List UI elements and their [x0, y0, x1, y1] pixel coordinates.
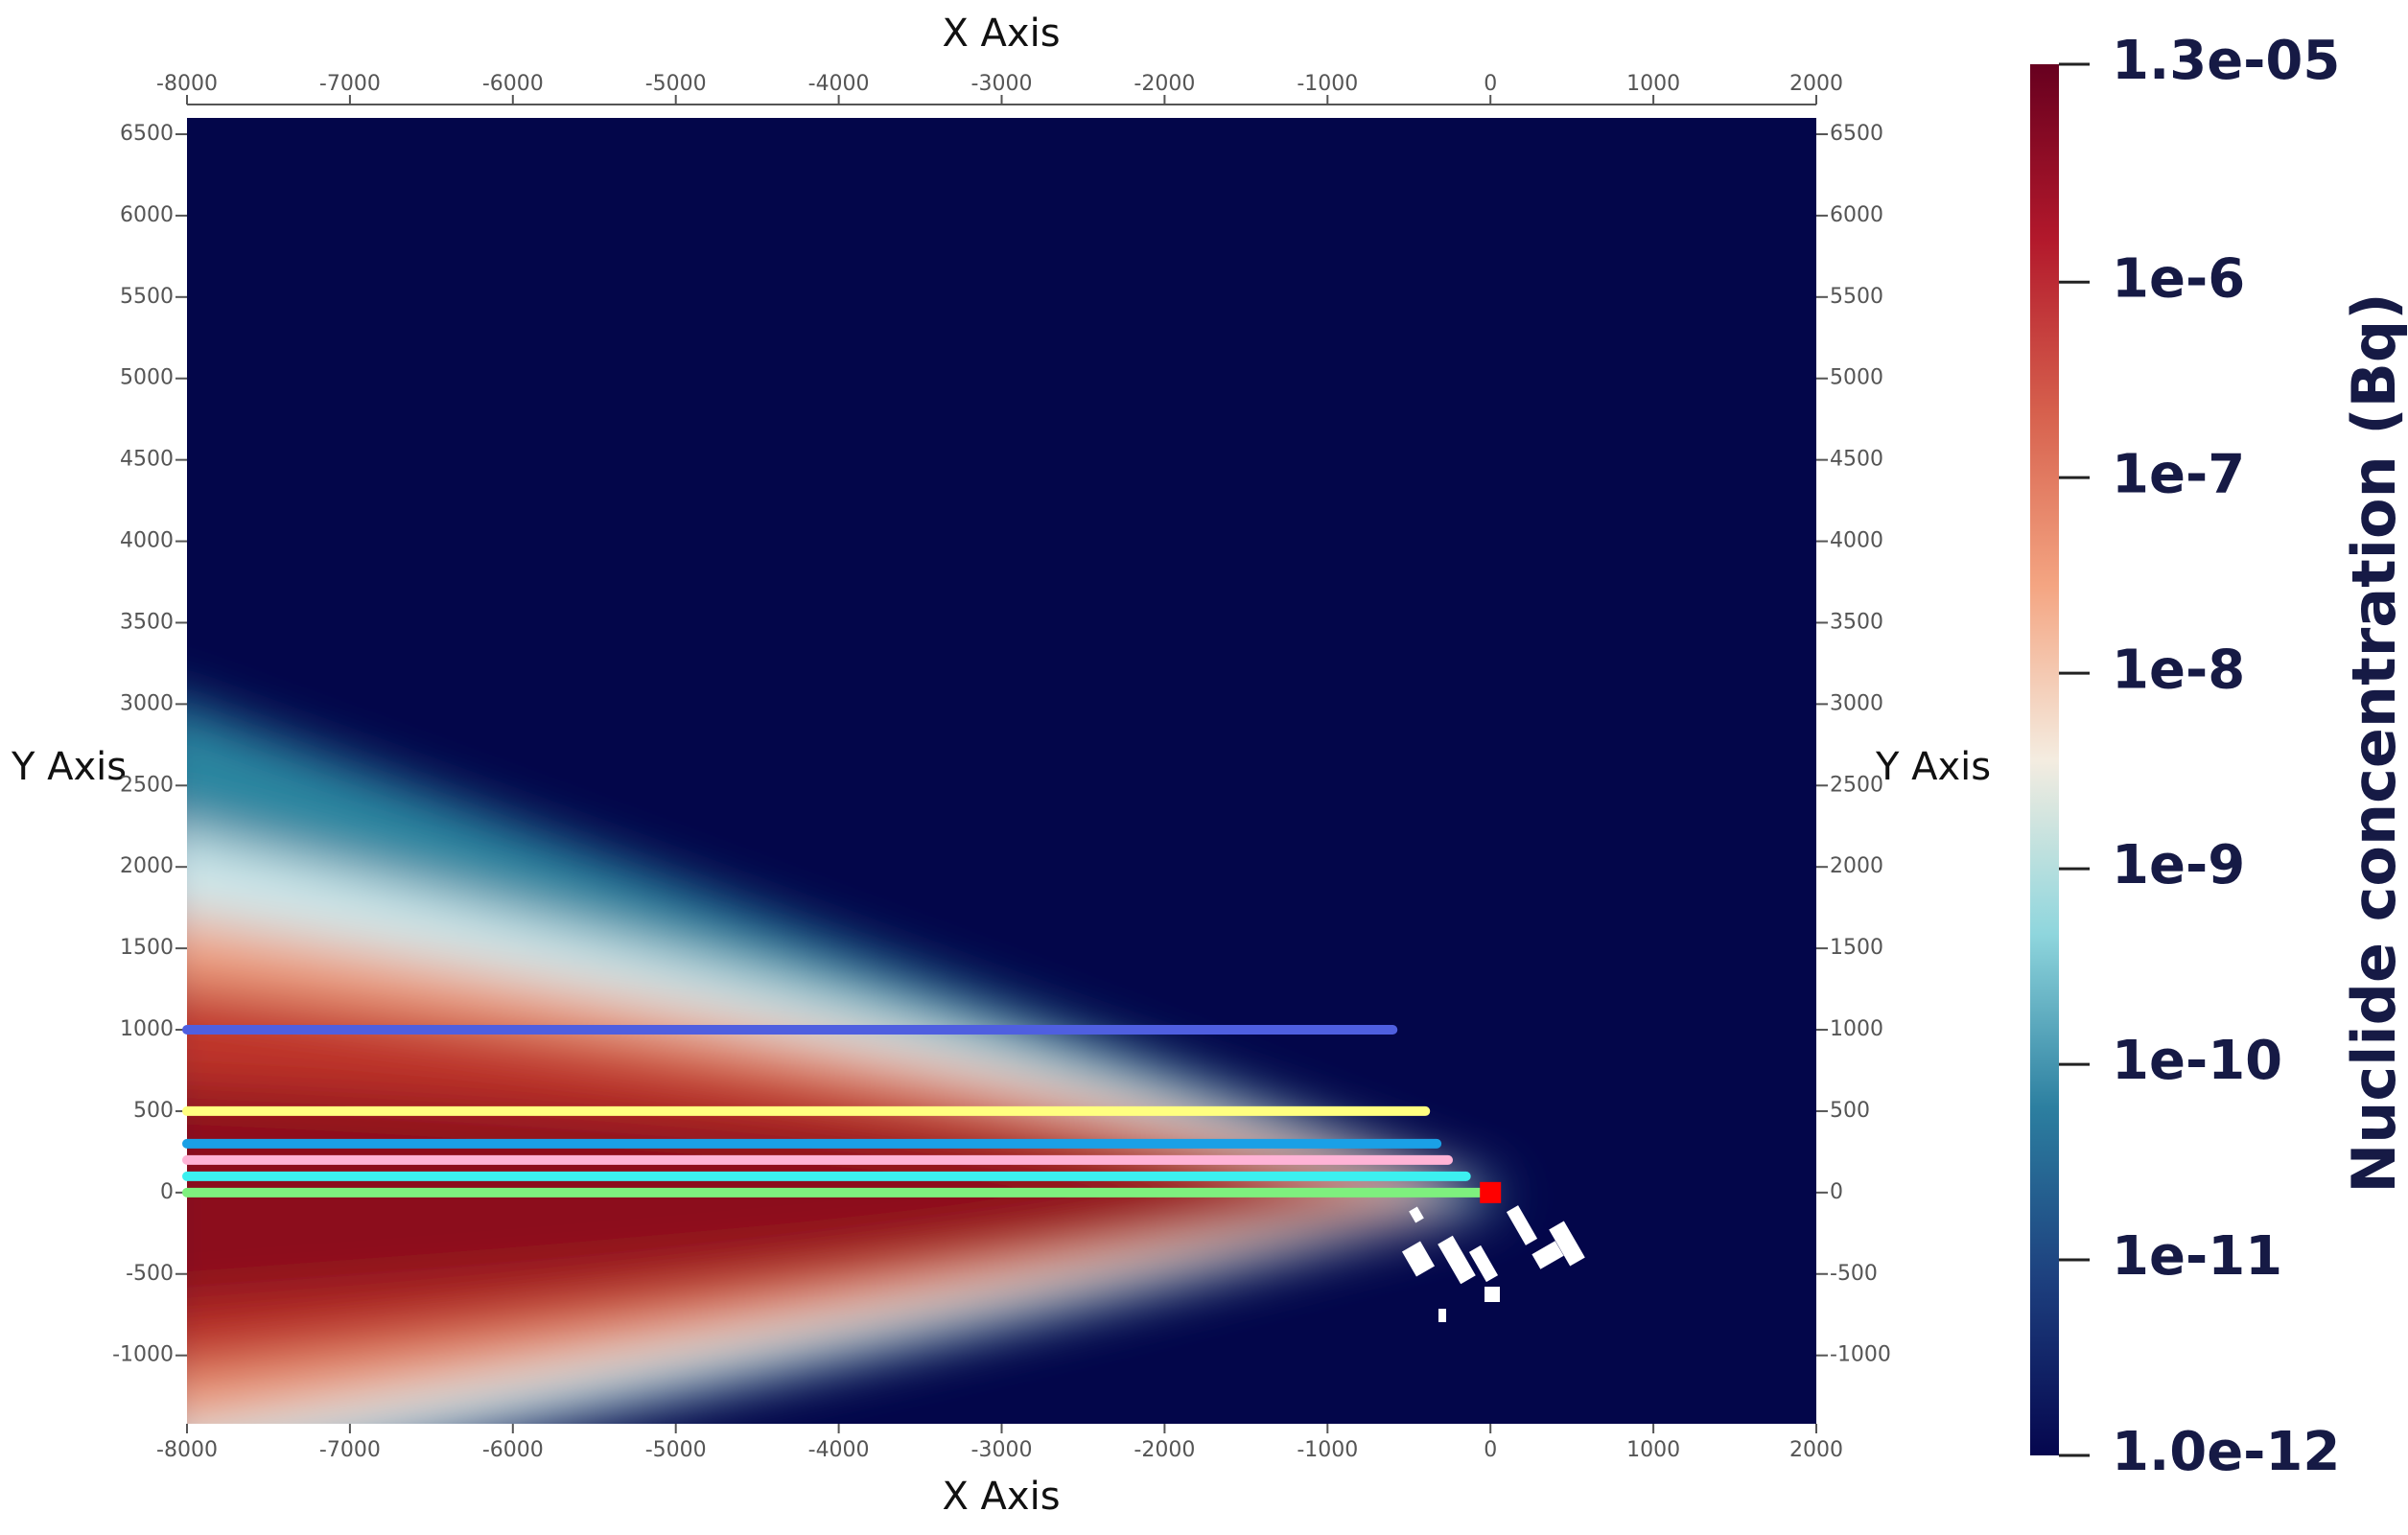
- colorbar-tick-label: 1e-11: [2112, 1225, 2282, 1288]
- y-tick-label-right: 3000: [1830, 691, 1883, 715]
- y-tick-label-left: 1500: [120, 936, 174, 960]
- y-tick-label-left: 3500: [120, 610, 174, 634]
- y-axis-title-right: Y Axis: [1875, 745, 1991, 789]
- x-tick-label-bottom: -3000: [971, 1438, 1033, 1462]
- y-tick-label-right: 3500: [1830, 610, 1883, 634]
- x-tick-label-top: 2000: [1789, 72, 1843, 96]
- y-tick-label-right: 1000: [1830, 1017, 1883, 1041]
- y-tick-label-right: 5500: [1830, 285, 1883, 309]
- y-tick-label-right: 6000: [1830, 203, 1883, 227]
- building: [1531, 1241, 1564, 1269]
- colorbar-tick-label: 1e-6: [2112, 247, 2245, 310]
- y-tick-label-left: 4000: [120, 529, 174, 553]
- y-tick-label-right: -1000: [1830, 1343, 1891, 1367]
- plume: [187, 706, 1506, 1424]
- building: [1549, 1221, 1585, 1267]
- building: [1438, 1309, 1446, 1322]
- building: [1468, 1244, 1499, 1283]
- y-tick-label-right: 500: [1830, 1099, 1870, 1123]
- y-tick-label-left: -500: [126, 1262, 174, 1286]
- x-tick-label-bottom: -1000: [1297, 1438, 1358, 1462]
- x-tick-label-bottom: 2000: [1789, 1438, 1843, 1462]
- x-tick-label-top: -1000: [1297, 72, 1358, 96]
- building: [1438, 1235, 1476, 1285]
- y-tick-label-left: 3000: [120, 691, 174, 715]
- y-tick-label-left: -1000: [112, 1343, 174, 1367]
- x-tick-label-top: -4000: [808, 72, 870, 96]
- y-tick-label-right: 5000: [1830, 366, 1883, 390]
- y-tick-label-right: 1500: [1830, 936, 1883, 960]
- building: [1409, 1206, 1424, 1223]
- x-tick-label-bottom: -8000: [156, 1438, 218, 1462]
- x-tick-label-top: -7000: [319, 72, 381, 96]
- x-tick-label-bottom: -4000: [808, 1438, 870, 1462]
- colorbar-title: Nuclide concentration (Bq): [2339, 292, 2408, 1193]
- x-tick-label-bottom: -6000: [482, 1438, 544, 1462]
- x-tick-label-bottom: 1000: [1626, 1438, 1680, 1462]
- colorbar-tick-label: 1.0e-12: [2112, 1421, 2340, 1483]
- x-tick-label-bottom: -5000: [645, 1438, 707, 1462]
- y-tick-label-left: 6500: [120, 122, 174, 146]
- y-tick-label-left: 6000: [120, 203, 174, 227]
- x-tick-label-top: -3000: [971, 72, 1033, 96]
- y-tick-label-left: 1000: [120, 1017, 174, 1041]
- y-tick-label-left: 0: [160, 1180, 174, 1204]
- buildings: [1401, 1205, 1585, 1322]
- y-tick-label-right: -500: [1830, 1262, 1878, 1286]
- colorbar-tick-label: 1e-10: [2112, 1030, 2282, 1092]
- x-tick-label-bottom: -7000: [319, 1438, 381, 1462]
- x-axis-title-top: X Axis: [942, 12, 1060, 56]
- colorbar-tick-label: 1.3e-05: [2112, 30, 2340, 92]
- y-tick-label-right: 6500: [1830, 122, 1883, 146]
- y-tick-label-left: 5000: [120, 366, 174, 390]
- y-tick-label-left: 5500: [120, 285, 174, 309]
- x-tick-label-top: 0: [1484, 72, 1497, 96]
- colorbar-tick-label: 1e-9: [2112, 834, 2245, 896]
- y-tick-label-right: 4500: [1830, 448, 1883, 472]
- y-tick-label-right: 0: [1830, 1180, 1843, 1204]
- colorbar: [2030, 64, 2059, 1455]
- building: [1401, 1241, 1436, 1277]
- y-tick-label-left: 2500: [120, 773, 174, 797]
- x-tick-label-bottom: -2000: [1134, 1438, 1195, 1462]
- y-tick-label-left: 2000: [120, 854, 174, 878]
- colorbar-tick-label: 1e-7: [2112, 443, 2245, 505]
- y-tick-label-right: 4000: [1830, 529, 1883, 553]
- x-axis-title-bottom: X Axis: [942, 1475, 1060, 1519]
- x-tick-label-bottom: 0: [1484, 1438, 1497, 1462]
- source-marker: [1480, 1181, 1502, 1203]
- x-tick-label-top: -2000: [1134, 72, 1195, 96]
- y-tick-label-left: 500: [133, 1099, 174, 1123]
- y-tick-label-left: 4500: [120, 448, 174, 472]
- y-axis-title-left: Y Axis: [11, 745, 127, 789]
- x-tick-label-top: 1000: [1626, 72, 1680, 96]
- y-tick-label-right: 2500: [1830, 773, 1883, 797]
- y-tick-label-right: 2000: [1830, 854, 1883, 878]
- x-tick-label-top: -5000: [645, 72, 707, 96]
- building: [1506, 1205, 1538, 1245]
- x-tick-label-top: -6000: [482, 72, 544, 96]
- x-tick-label-top: -8000: [156, 72, 218, 96]
- colorbar-tick-label: 1e-8: [2112, 639, 2245, 701]
- building: [1485, 1287, 1500, 1302]
